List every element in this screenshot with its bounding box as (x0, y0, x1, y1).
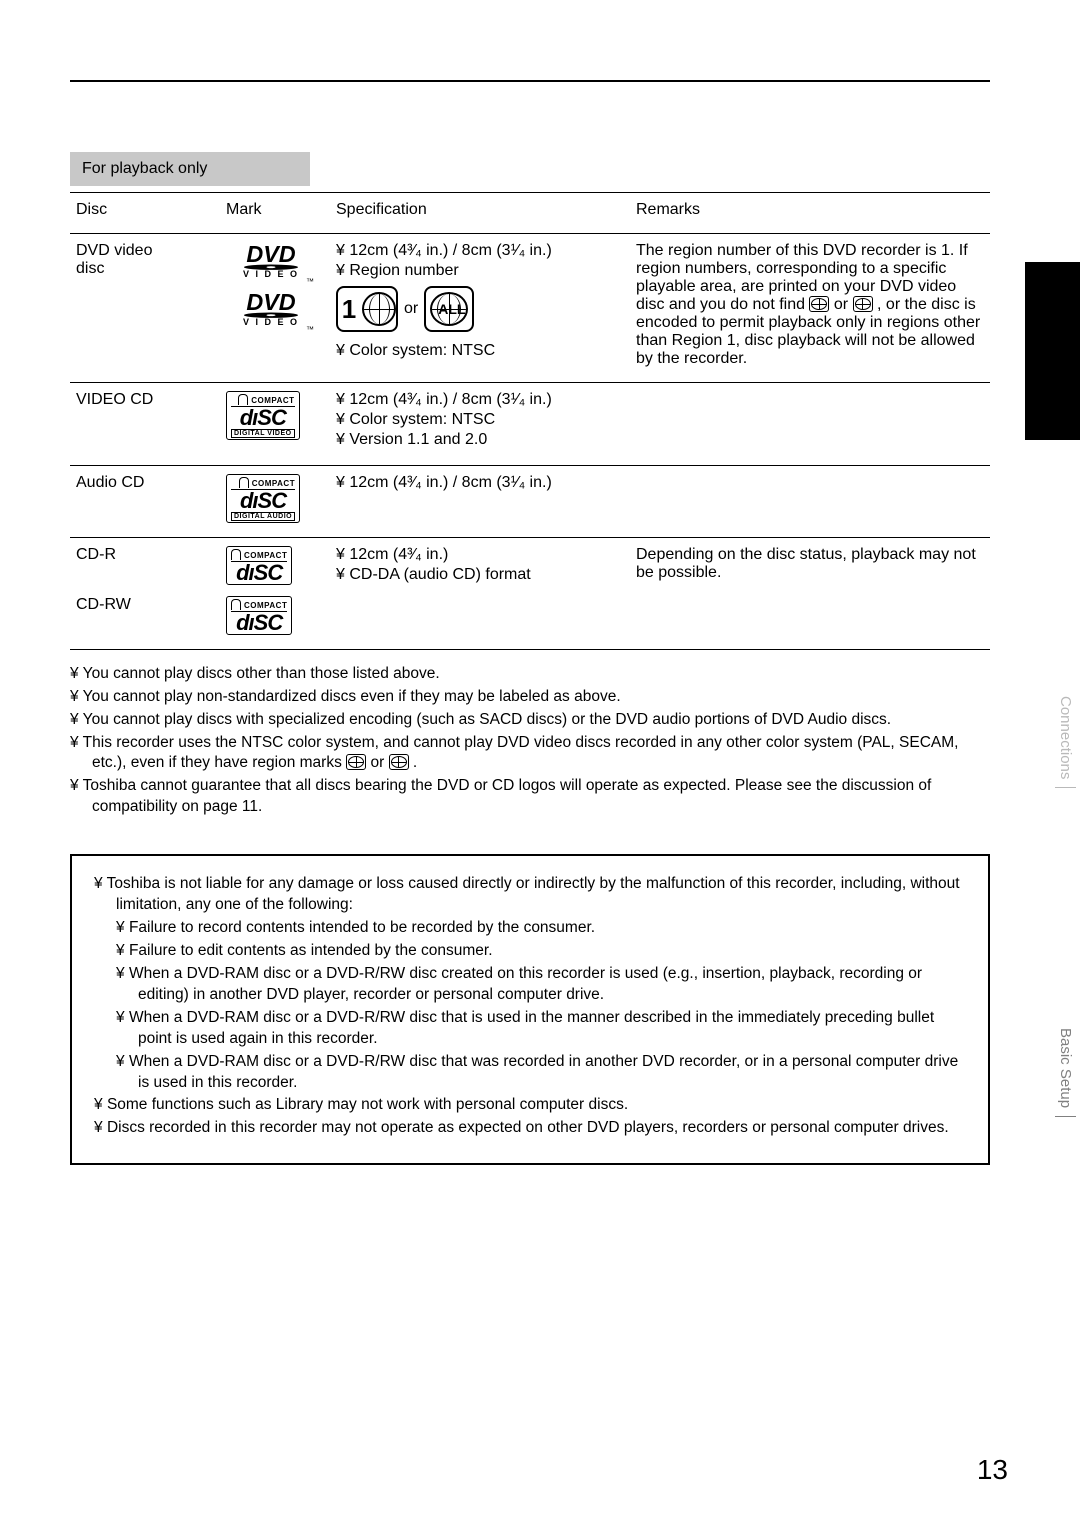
th-rem: Remarks (630, 193, 990, 234)
box-note: Toshiba is not liable for any damage or … (94, 874, 966, 916)
row-audio-cd: Audio CD COMPACT dıSC DIGITAL AUDIO ¥ 12… (70, 466, 990, 538)
th-spec: Specification (330, 193, 630, 234)
note: This recorder uses the NTSC color system… (70, 733, 990, 775)
cdr-remark: Depending on the disc status, playback m… (630, 537, 990, 588)
box-subnote: Failure to record contents intended to b… (94, 918, 966, 939)
compact-disc-icon: COMPACT dıSC (226, 546, 292, 585)
box-note: Discs recorded in this recorder may not … (94, 1118, 966, 1139)
top-rule (70, 80, 990, 82)
note: You cannot play discs other than those l… (70, 664, 990, 685)
side-tab-basic-setup: Basic Setup (1055, 1020, 1076, 1117)
vcd-name: VIDEO CD (70, 383, 220, 466)
region-icons: 1 or ALL (336, 286, 624, 332)
dvd-logo-icon: DVD V I D E O (226, 242, 316, 279)
compact-disc-icon: COMPACT dıSC (226, 596, 292, 635)
row-dvd-video: DVD video disc DVD V I D E O ™ DVD V I D… (70, 234, 990, 383)
box-subnote: When a DVD-RAM disc or a DVD-R/RW disc t… (94, 1052, 966, 1094)
box-subnote: When a DVD-RAM disc or a DVD-R/RW disc c… (94, 964, 966, 1006)
notes-block: You cannot play discs other than those l… (70, 664, 990, 818)
note: You cannot play non-standardized discs e… (70, 687, 990, 708)
page-content: For playback only Disc Mark Specificatio… (70, 80, 990, 1165)
svg-text:DVD: DVD (246, 290, 295, 315)
side-black-block (1025, 262, 1080, 440)
dvd-mark-cell: DVD V I D E O ™ DVD V I D E O ™ (220, 234, 330, 383)
th-mark: Mark (220, 193, 330, 234)
region-inline-icon (346, 754, 366, 770)
th-disc: Disc (70, 193, 220, 234)
note: Toshiba cannot guarantee that all discs … (70, 776, 990, 818)
acd-spec-cell: ¥ 12cm (4³⁄₄ in.) / 8cm (3¹⁄₄ in.) (330, 466, 630, 538)
vcd-spec-cell: ¥ 12cm (4³⁄₄ in.) / 8cm (3¹⁄₄ in.) ¥ Col… (330, 383, 630, 466)
box-note: Some functions such as Library may not w… (94, 1095, 966, 1116)
dvd-remark-cell: The region number of this DVD recorder i… (630, 234, 990, 383)
dvd-logo-icon-2: DVD V I D E O (226, 290, 316, 327)
dvd-name: DVD video disc (70, 234, 220, 383)
acd-name: Audio CD (70, 466, 220, 538)
region-inline-icon (853, 296, 873, 312)
vcd-mark-cell: COMPACT dıSC DIGITAL VIDEO (220, 383, 330, 466)
row-cd-r: CD-R COMPACT dıSC ¥ 12cm (4³⁄₄ in.) ¥ CD… (70, 537, 990, 588)
acd-mark-cell: COMPACT dıSC DIGITAL AUDIO (220, 466, 330, 538)
row-cd-rw: CD-RW COMPACT dıSC (70, 588, 990, 650)
compact-disc-icon: COMPACT dıSC DIGITAL VIDEO (226, 391, 300, 440)
cdr-name: CD-R (70, 537, 220, 588)
compact-disc-icon: COMPACT dıSC DIGITAL AUDIO (226, 474, 300, 523)
dvd-spec-cell: ¥ 12cm (4³⁄₄ in.) / 8cm (3¹⁄₄ in.) ¥ Reg… (330, 234, 630, 383)
region-all-icon: ALL (424, 286, 474, 332)
disc-compat-table: Disc Mark Specification Remarks DVD vide… (70, 192, 990, 650)
disclaimer-box: Toshiba is not liable for any damage or … (70, 854, 990, 1165)
svg-text:DVD: DVD (246, 242, 295, 267)
row-video-cd: VIDEO CD COMPACT dıSC DIGITAL VIDEO ¥ 12… (70, 383, 990, 466)
cdrw-name: CD-RW (70, 588, 220, 650)
cdrw-mark-cell: COMPACT dıSC (220, 588, 330, 650)
playback-only-label: For playback only (70, 152, 310, 186)
box-subnote: When a DVD-RAM disc or a DVD-R/RW disc t… (94, 1008, 966, 1050)
page-number: 13 (977, 1454, 1008, 1486)
note: You cannot play discs with specialized e… (70, 710, 990, 731)
region-inline-icon (389, 754, 409, 770)
side-tab-connections: Connections (1055, 688, 1076, 788)
region-1-icon: 1 (336, 286, 398, 332)
cdr-mark-cell: COMPACT dıSC (220, 537, 330, 588)
box-subnote: Failure to edit contents as intended by … (94, 941, 966, 962)
region-inline-icon (809, 296, 829, 312)
cdr-spec-cell: ¥ 12cm (4³⁄₄ in.) ¥ CD-DA (audio CD) for… (330, 537, 630, 588)
